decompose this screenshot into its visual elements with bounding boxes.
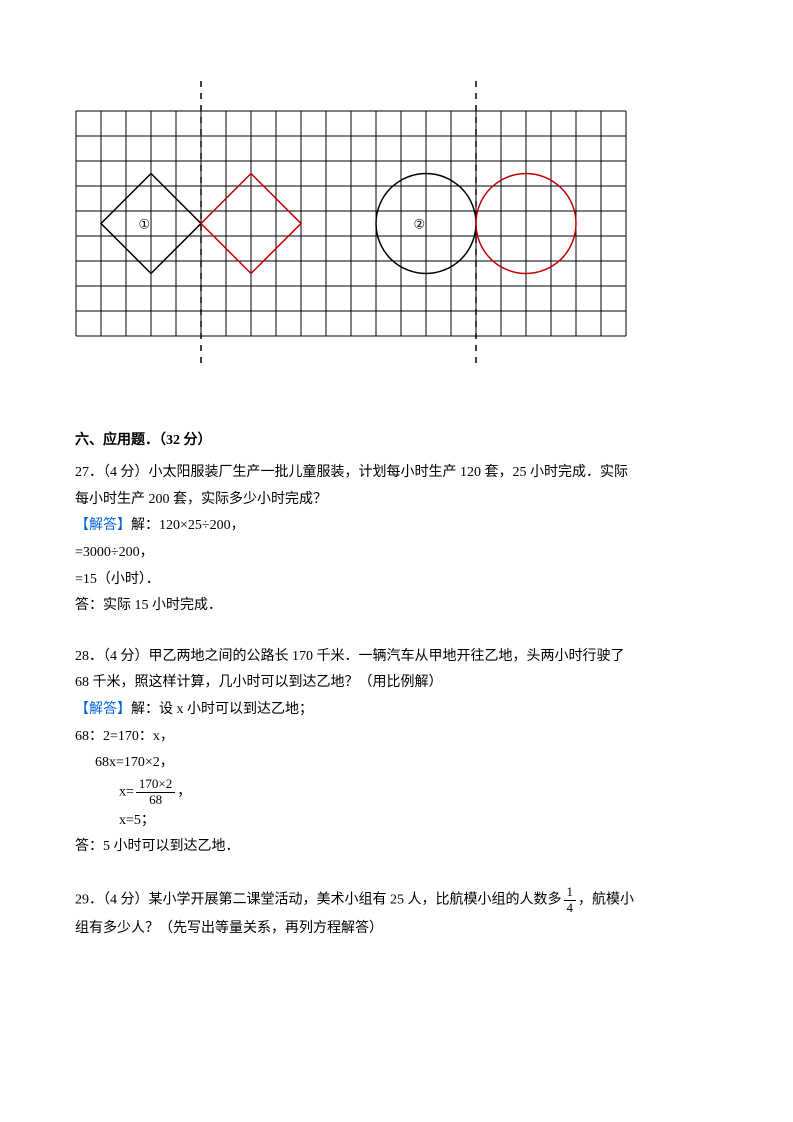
q28-step4-pre: x= [119,784,134,799]
fraction-den: 4 [564,901,577,916]
spacer [75,620,718,638]
grid-svg: ①② [75,80,627,367]
q28-step2: 68：2=170：x， [75,724,718,751]
q29-text1a: 某小学开展第二课堂活动，美术小组有 25 人，比航模小组的人数多 [149,892,562,907]
fraction-1-4: 14 [564,885,577,916]
q28-step3: 68x=170×2， [95,750,718,777]
q28-text1: 甲乙两地之间的公路长 170 千米．一辆汽车从甲地开往乙地，头两小时行驶了 [149,649,625,664]
q28-number: 28 [75,649,89,664]
fraction-num: 170×2 [136,777,175,793]
q28-points: （4 分） [103,649,149,664]
q27-sol-line1: 【解答】解：120×25÷200， [75,513,718,540]
q28-line1: 28．（4 分）甲乙两地之间的公路长 170 千米．一辆汽车从甲地开往乙地，头两… [75,644,718,671]
problem-27: 27．（4 分）小太阳服装厂生产一批儿童服装，计划每小时生产 120 套，25 … [75,460,718,620]
q29-line1: 29．（4 分）某小学开展第二课堂活动，美术小组有 25 人，比航模小组的人数多… [75,885,718,916]
svg-text:①: ① [139,217,151,232]
q27-points: （4 分） [103,465,149,480]
q27-step1: 解：120×25÷200， [131,518,245,533]
q28-step1: 解：设 x 小时可以到达乙地； [131,702,313,717]
q29-text1b: ，航模小 [578,892,634,907]
problem-28: 28．（4 分）甲乙两地之间的公路长 170 千米．一辆汽车从甲地开往乙地，头两… [75,644,718,861]
q27-step3: =15（小时）． [75,567,718,594]
q28-step5: x=5； [119,808,718,835]
q27-number: 27 [75,465,89,480]
q27-line1: 27．（4 分）小太阳服装厂生产一批儿童服装，计划每小时生产 120 套，25 … [75,460,718,487]
q29-number: 29 [75,892,89,907]
spacer [75,861,718,879]
solution-label: 【解答】 [75,518,131,533]
q27-answer: 答：实际 15 小时完成． [75,593,718,620]
q29-line2: 组有多少人？（先写出等量关系，再列方程解答） [75,916,718,943]
q27-step2: =3000÷200， [75,540,718,567]
q29-points: （4 分） [103,892,149,907]
geometry-figure: ①② [75,80,718,378]
fraction-num: 1 [564,885,577,901]
svg-text:②: ② [414,217,426,232]
q28-answer: 答：5 小时可以到达乙地． [75,834,718,861]
fraction-den: 68 [136,793,175,808]
q27-line2: 每小时生产 200 套，实际多少小时完成？ [75,487,718,514]
q28-line2: 68 千米，照这样计算，几小时可以到达乙地？（用比例解） [75,670,718,697]
fraction-170x2-68: 170×268 [136,777,175,808]
section-after: ） [198,433,212,448]
q27-text1: 小太阳服装厂生产一批儿童服装，计划每小时生产 120 套，25 小时完成．实际 [149,465,629,480]
worksheet-page: ①② 六、应用题．（32 分） 27．（4 分）小太阳服装厂生产一批儿童服装，计… [0,0,793,1122]
q28-step4: x=170×268， [119,777,718,808]
solution-label: 【解答】 [75,702,131,717]
q28-sol-line1: 【解答】解：设 x 小时可以到达乙地； [75,697,718,724]
problem-29: 29．（4 分）某小学开展第二课堂活动，美术小组有 25 人，比航模小组的人数多… [75,885,718,942]
section-points: 32 分 [166,433,198,448]
section-six-title: 六、应用题．（32 分） [75,428,718,455]
q28-step4-post: ， [177,784,191,799]
section-label: 六、应用题．（ [75,433,166,448]
